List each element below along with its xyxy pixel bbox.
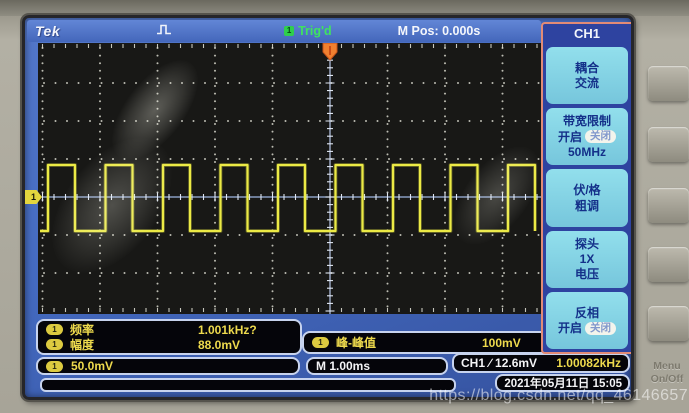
watermark-url: https://blog.csdn.net/qq_46146657 — [429, 387, 688, 404]
toggle-on-label: 开启 — [557, 129, 582, 144]
menu-item-extra: 电压 — [574, 267, 599, 282]
invert-toggle: 开启 关闭 — [558, 321, 616, 335]
volts-per-div-value: 50.0mV — [71, 359, 114, 373]
softkey-button-2[interactable] — [648, 127, 689, 162]
menu-item-label: 伏/格 — [573, 183, 601, 198]
toggle-on-label: 开启 — [557, 320, 582, 335]
channel-badge: 1 — [46, 339, 63, 350]
trigger-status-label: Trig'd — [298, 24, 332, 38]
menu-onoff-button[interactable]: Menu On/Off — [645, 360, 689, 385]
measurement-box-freq-amp: 1 频率 1.001kHz? 1 幅度 88.0mV — [36, 319, 302, 355]
pkpk-value: 100mV — [482, 335, 521, 350]
rising-edge-icon: ∕ — [489, 356, 492, 370]
amp-label: 幅度 — [70, 338, 95, 352]
pkpk-label: 峰-峰值 — [336, 336, 376, 350]
softkey-button-5[interactable] — [648, 306, 689, 341]
bezel-top-shadow — [0, 0, 689, 16]
menu-item-label: 探头 — [574, 236, 599, 251]
freq-value: 1.001kHz? — [198, 322, 257, 337]
menu-item-extra: 50MHz — [567, 145, 606, 159]
empty-readout-box — [40, 378, 456, 392]
menu-onoff-line2: On/Off — [650, 372, 684, 385]
pulse-icon — [156, 22, 172, 40]
freq-label: 频率 — [70, 323, 95, 337]
menu-item-value: 粗调 — [574, 198, 599, 213]
waveform-display — [38, 43, 541, 314]
status-bar: Tek 1 Trig'd M Pos: 0.000s — [27, 20, 541, 42]
channel-badge: 1 — [46, 360, 63, 372]
softkey-button-4[interactable] — [648, 247, 689, 282]
amp-value: 88.0mV — [198, 337, 241, 352]
timebase-value: M 1.00ms — [316, 359, 371, 373]
trigger-level: 12.6mV — [495, 356, 538, 370]
menu-item-value: 1X — [579, 252, 595, 267]
menu-item-label: 反相 — [574, 305, 599, 320]
menu-item-invert[interactable]: 反相 开启 关闭 — [546, 291, 628, 350]
trigger-source-icon: 1 — [284, 26, 295, 36]
side-menu: CH1 耦合 交流 带宽限制 开启 关闭 50MHz 伏/格 粗调 探头 1X … — [541, 22, 631, 354]
menu-item-label: 带宽限制 — [562, 114, 611, 129]
measurement-box-pkpk: 1 峰-峰值 100mV — [302, 331, 548, 354]
menu-item-label: 耦合 — [574, 60, 599, 75]
softkey-button-3[interactable] — [648, 188, 689, 223]
channel1-ground-marker[interactable]: 1 — [25, 190, 42, 204]
softkey-button-1[interactable] — [648, 66, 689, 101]
menu-item-probe[interactable]: 探头 1X 电压 — [546, 230, 628, 288]
menu-onoff-line1: Menu — [653, 360, 681, 372]
trigger-source: CH1 — [461, 356, 486, 370]
datetime-value: 2021年05月11日 15:05 — [504, 378, 622, 390]
oscilloscope-screen: Tek 1 Trig'd M Pos: 0.000s 1 1 频率 1.001k… — [22, 15, 634, 400]
trigger-status: 1 Trig'd — [284, 24, 332, 38]
channel-badge: 1 — [312, 337, 329, 348]
toggle-off-pill: 关闭 — [585, 130, 616, 144]
tek-logo: Tek — [35, 23, 61, 39]
amp-measurement-row: 1 幅度 88.0mV — [46, 337, 292, 352]
volts-per-div-box: 1 50.0mV — [36, 357, 300, 375]
menu-item-value: 交流 — [574, 76, 599, 91]
timebase-box: M 1.00ms — [306, 357, 448, 375]
menu-item-bandwidth-limit[interactable]: 带宽限制 开启 关闭 50MHz — [546, 108, 628, 166]
horizontal-position-readout: M Pos: 0.000s — [397, 24, 481, 38]
menu-item-coupling[interactable]: 耦合 交流 — [546, 47, 628, 105]
datetime-box: 2021年05月11日 15:05 — [495, 374, 630, 392]
menu-item-volts-div[interactable]: 伏/格 粗调 — [546, 169, 628, 227]
graticule — [38, 43, 541, 314]
channel-badge: 1 — [46, 324, 63, 335]
toggle-off-pill: 关闭 — [585, 321, 616, 335]
freq-measurement-row: 1 频率 1.001kHz? — [46, 322, 292, 337]
menu-title-ch1: CH1 — [573, 26, 600, 41]
trigger-frequency: 1.00082kHz — [556, 356, 621, 370]
trigger-info-box: CH1 ∕ 12.6mV 1.00082kHz — [452, 353, 630, 373]
bandwidth-toggle: 开启 关闭 — [558, 130, 616, 144]
